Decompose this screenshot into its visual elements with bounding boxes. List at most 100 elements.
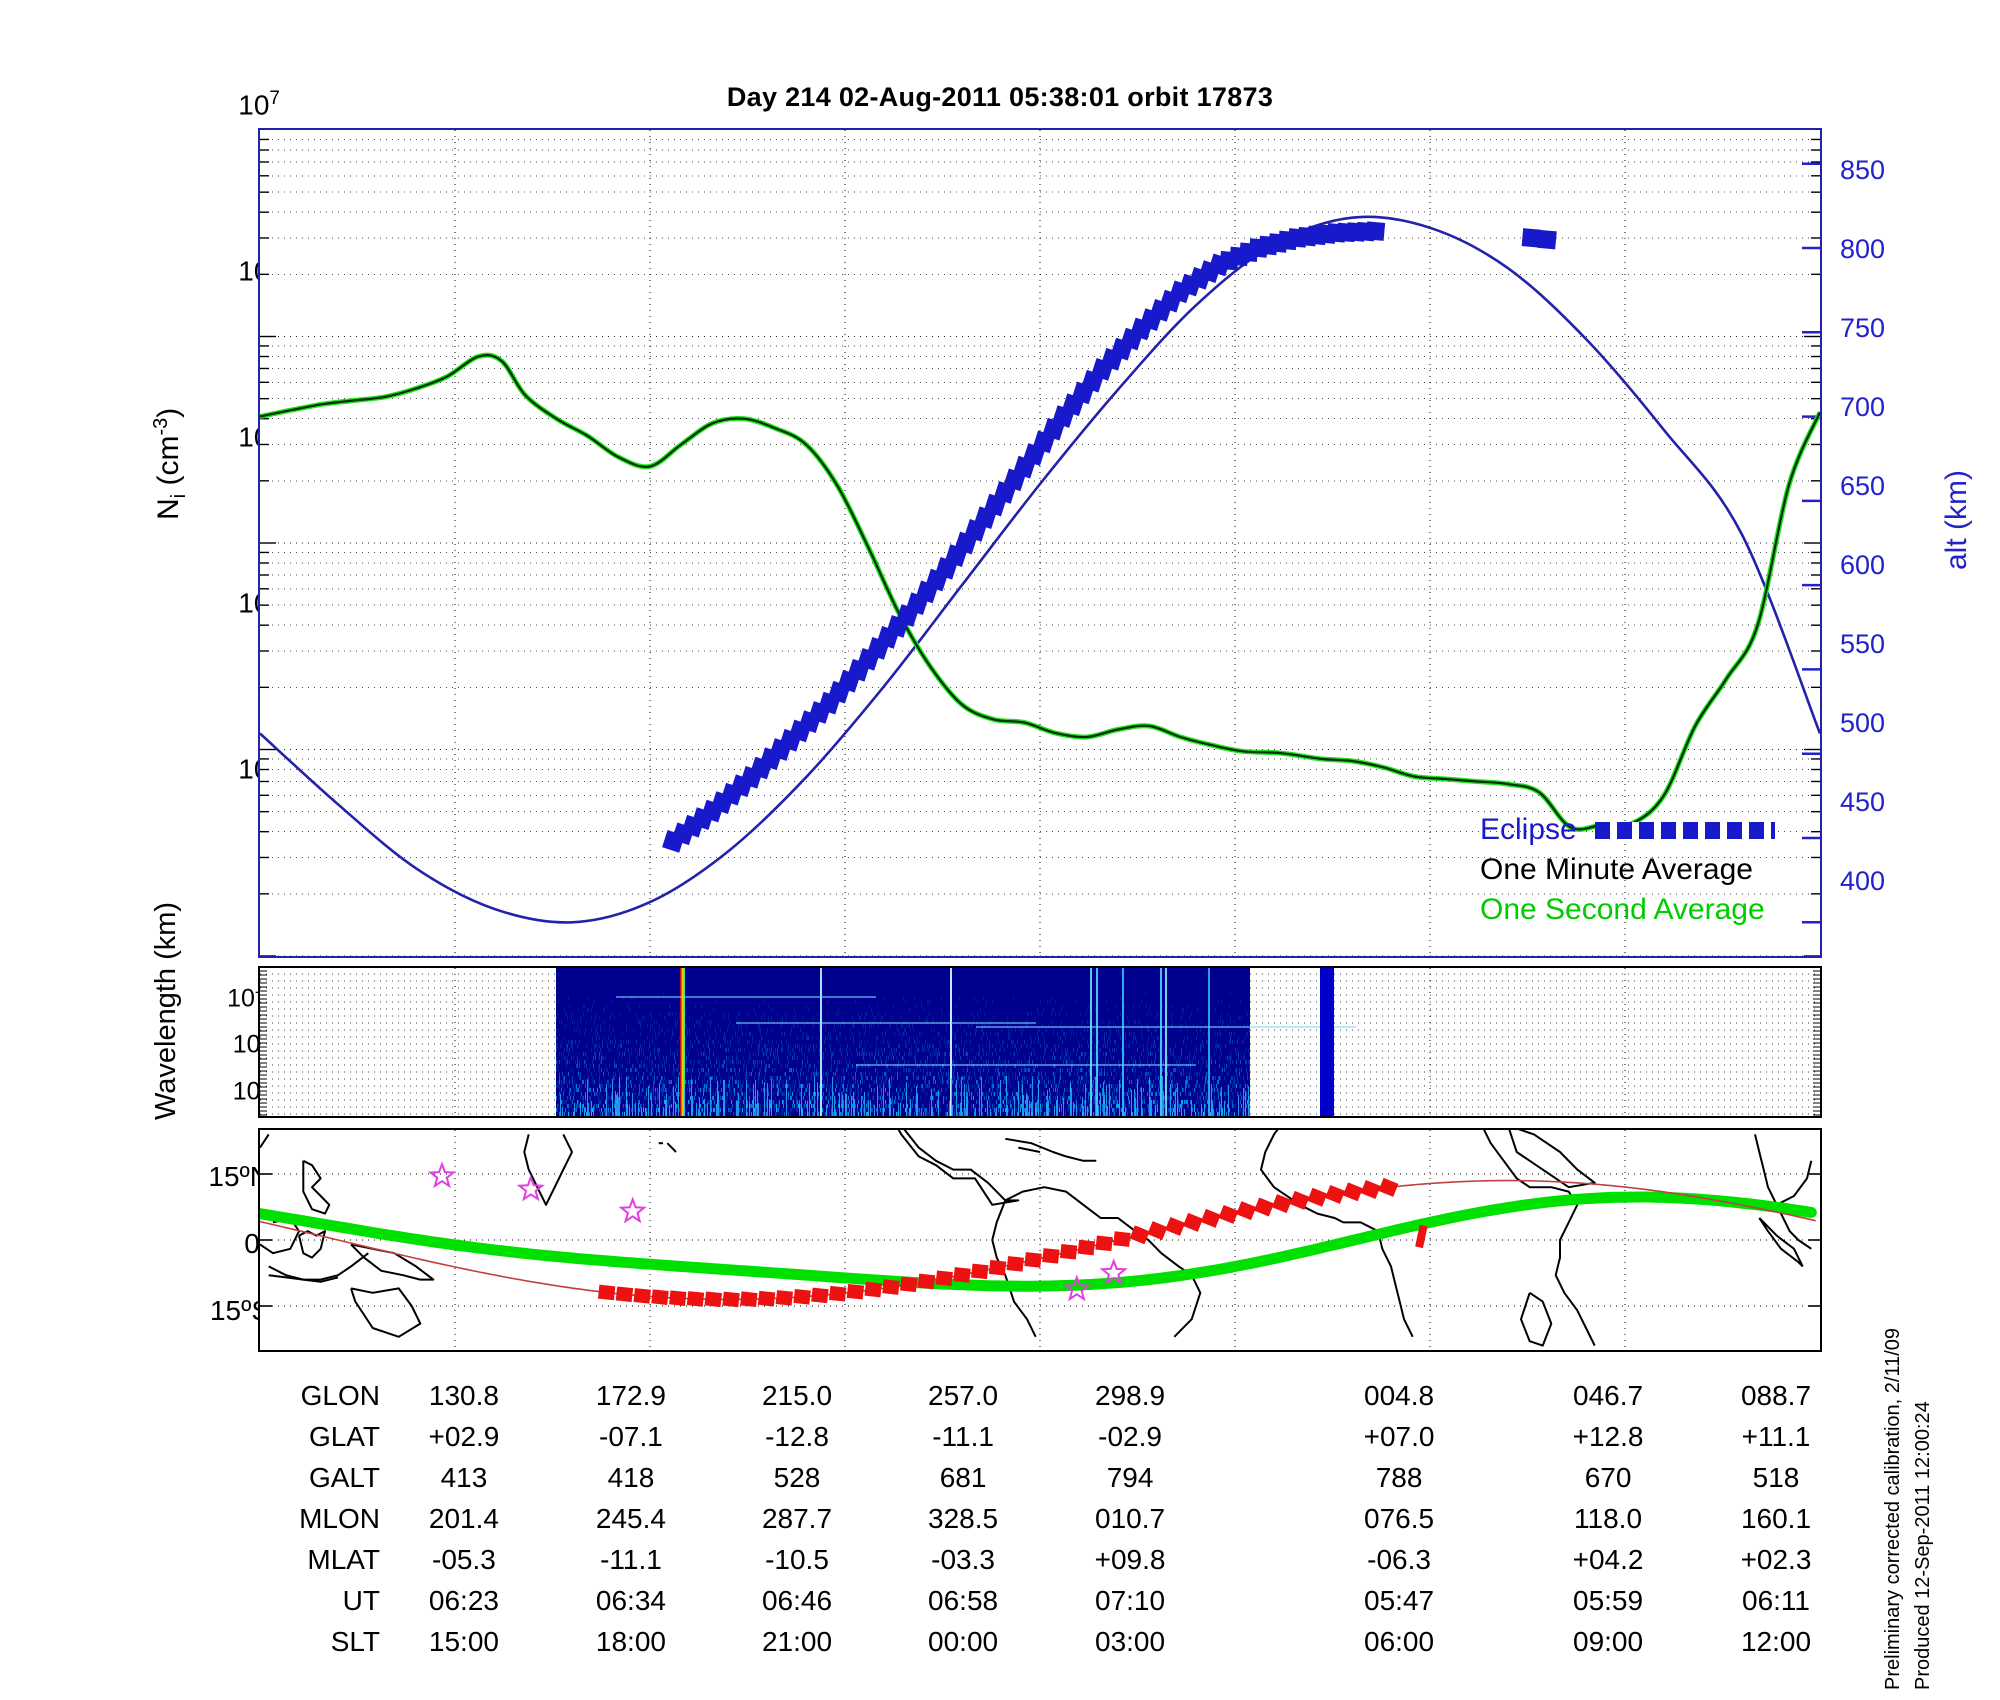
table-cell: 06:46 (761, 1584, 833, 1616)
table-cell: 06:34 (595, 1584, 666, 1616)
table-cell: -10.5 (765, 1543, 829, 1575)
ytick-alt-650: 650 (1840, 471, 1886, 501)
table-cell: +02.9 (428, 1420, 500, 1452)
ytick-alt-700: 700 (1840, 392, 1886, 422)
table-cell: -06.3 (1367, 1543, 1431, 1575)
ytick-alt-500: 500 (1840, 708, 1886, 738)
wtick-1e1: 101 (232, 1075, 270, 1106)
ytick-alt-600: 600 (1840, 550, 1886, 580)
table-cell: 18:00 (595, 1625, 666, 1657)
table-row-label: GALT (308, 1461, 380, 1493)
table-cell: 03:00 (1095, 1625, 1166, 1657)
table-cell: 06:00 (1364, 1625, 1435, 1657)
legend-item-one-second: One Second Average (1480, 890, 1820, 930)
table-cell: 413 (440, 1461, 488, 1493)
table-cell: 010.7 (1095, 1502, 1166, 1534)
table-cell: 06:58 (928, 1584, 999, 1616)
table-cell: 21:00 (761, 1625, 833, 1657)
ytick-alt-400: 400 (1840, 866, 1886, 896)
parameter-table-body: GLON 130.8 172.9 215.0 257.0 298.9 004.8 046.7 0… (180, 1375, 1860, 1662)
table-cell: +04.2 (1572, 1543, 1644, 1575)
parameter-table: GLON 130.8 172.9 215.0 257.0 298.9 004.8 046.7 0… (180, 1375, 1860, 1662)
wtick-1e0: 100 (232, 1028, 270, 1059)
table-cell: +02.3 (1740, 1543, 1812, 1575)
panel-map (258, 1128, 1822, 1352)
table-cell: 07:10 (1095, 1584, 1166, 1616)
table-cell: 06:11 (1742, 1584, 1810, 1616)
table-cell: +12.8 (1572, 1420, 1644, 1452)
panel-ni-alt (258, 128, 1822, 958)
footer-calibration: Preliminary corrected calibration, 2/11/… (1882, 1327, 1904, 1690)
ytick-alt-750: 750 (1840, 313, 1886, 343)
legend: Eclipse One Minute Average One Second Av… (1480, 810, 1820, 930)
mtick-0: 0º (140, 1228, 270, 1260)
table-row-label: GLAT (308, 1420, 380, 1452)
table-cell: -11.1 (600, 1543, 662, 1575)
table-cell: -12.8 (765, 1420, 829, 1452)
table-cell: 681 (939, 1461, 987, 1493)
table-row-label: MLAT (307, 1543, 380, 1575)
table-cell: 788 (1375, 1461, 1423, 1493)
ytick-1e7: 107 (238, 88, 280, 121)
table-cell: 130.8 (428, 1379, 499, 1411)
table-cell: 328.5 (928, 1502, 999, 1534)
table-cell: -02.9 (1098, 1420, 1162, 1452)
table-cell: 215.0 (761, 1379, 833, 1411)
table-row: GALT 413 418 528 681 794 788 670 518 (180, 1457, 1860, 1498)
table-cell: 287.7 (761, 1502, 833, 1534)
table-cell: 257.0 (928, 1379, 999, 1411)
spectrogram-plot (260, 968, 1820, 1116)
table-cell: 15:00 (428, 1625, 499, 1657)
table-row-label: GLON (300, 1379, 380, 1411)
table-cell: +09.8 (1094, 1543, 1166, 1575)
table-cell: 00:00 (928, 1625, 999, 1657)
table-cell: +07.0 (1363, 1420, 1435, 1452)
legend-label-one-second: One Second Average (1480, 893, 1765, 926)
table-cell: 118.0 (1574, 1502, 1643, 1534)
axis-label-alt: alt (km) (1940, 470, 1973, 570)
table-cell: 05:47 (1364, 1584, 1435, 1616)
ytick-alt-800: 800 (1840, 234, 1886, 264)
table-cell: -07.1 (599, 1420, 663, 1452)
table-row: MLON 201.4 245.4 287.7 328.5 010.7 076.5 118.0 1… (180, 1498, 1860, 1539)
table-row-label: UT (342, 1584, 380, 1616)
table-cell: 670 (1584, 1461, 1632, 1493)
table-cell: 046.7 (1573, 1379, 1644, 1411)
map-plot (260, 1130, 1820, 1350)
legend-item-one-minute: One Minute Average (1480, 850, 1820, 890)
table-cell: 09:00 (1573, 1625, 1644, 1657)
table-cell: 518 (1752, 1461, 1800, 1493)
ytick-alt-450: 450 (1840, 787, 1886, 817)
table-cell: 201.4 (428, 1502, 499, 1534)
table-row: SLT 15:00 18:00 21:00 00:00 03:00 06:00 09:00 12… (180, 1621, 1860, 1662)
panel1-plot (260, 130, 1820, 956)
table-row-label: MLON (299, 1502, 380, 1534)
footer-produced: Produced 12-Sep-2011 12:00:24 (1912, 1401, 1934, 1690)
table-cell: -11.1 (932, 1420, 994, 1452)
table-cell: 076.5 (1364, 1502, 1435, 1534)
table-cell: 172.9 (595, 1379, 666, 1411)
table-row: GLAT +02.9 -07.1 -12.8 -11.1 -02.9 +07.0 +12.8 +… (180, 1416, 1860, 1457)
legend-item-eclipse: Eclipse (1480, 810, 1820, 850)
table-cell: 245.4 (595, 1502, 666, 1534)
table-cell: 05:59 (1573, 1584, 1644, 1616)
ytick-alt-850: 850 (1840, 155, 1886, 185)
table-row: UT 06:23 06:34 06:46 06:58 07:10 05:47 05:59 06:… (180, 1580, 1860, 1621)
table-cell: 004.8 (1364, 1379, 1435, 1411)
wtick-1e-1: 10-1 (227, 982, 270, 1013)
table-cell: -03.3 (931, 1543, 995, 1575)
legend-label-eclipse: Eclipse (1480, 813, 1577, 846)
table-cell: 528 (773, 1461, 821, 1493)
table-cell: +11.1 (1741, 1420, 1811, 1452)
table-cell: 794 (1106, 1461, 1154, 1493)
figure-title: Day 214 02-Aug-2011 05:38:01 orbit 17873 (726, 82, 1274, 112)
mtick-15s: 15ºS (209, 1295, 270, 1326)
table-cell: 06:23 (428, 1584, 499, 1616)
panel-spectrogram (258, 966, 1822, 1118)
table-row-label: SLT (330, 1625, 380, 1657)
legend-label-one-minute: One Minute Average (1480, 853, 1753, 886)
table-cell: -05.3 (432, 1543, 496, 1575)
table-cell: 088.7 (1740, 1379, 1812, 1411)
table-cell: 12:00 (1740, 1625, 1812, 1657)
